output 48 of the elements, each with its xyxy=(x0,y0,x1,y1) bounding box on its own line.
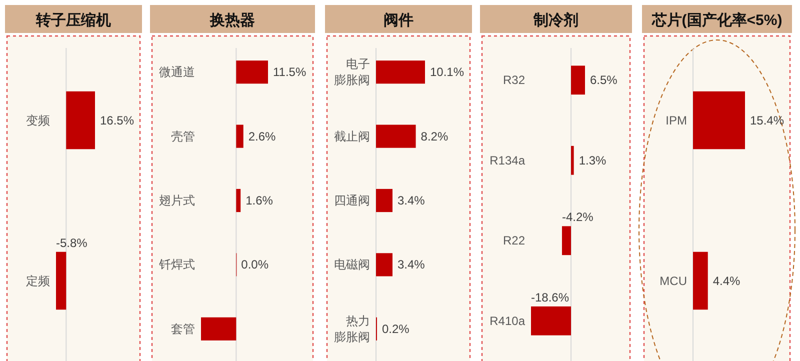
y-tick-label: R32 xyxy=(502,73,526,88)
y-tick-label: R22 xyxy=(502,234,526,248)
bar xyxy=(376,253,392,276)
y-tick-label: 热力膨胀阀 xyxy=(334,314,370,344)
y-tick-label: 壳管 xyxy=(171,129,195,144)
data-label: 8.2% xyxy=(420,129,448,144)
chart-title: 芯片(国产化率<5%) xyxy=(650,11,782,29)
bar xyxy=(376,60,425,84)
data-label: 6.5% xyxy=(590,73,618,88)
y-tick-label: 套管 xyxy=(171,322,195,336)
y-tick-label: MCU xyxy=(660,274,687,288)
y-tick-label: 翅片式 xyxy=(159,194,195,208)
chart-title: 阀件 xyxy=(384,12,414,29)
bar xyxy=(236,188,241,212)
data-label: 4.4% xyxy=(712,274,741,288)
data-label: 3.4% xyxy=(397,258,426,272)
y-tick-label: 变频 xyxy=(26,113,50,128)
bar xyxy=(376,188,392,212)
data-label: -5.8% xyxy=(56,236,88,250)
chart-title: 制冷剂 xyxy=(532,11,578,29)
y-tick-label: 电磁阀 xyxy=(334,258,370,272)
data-label: 0.0% xyxy=(241,258,269,272)
bar xyxy=(376,124,416,148)
bar xyxy=(236,124,244,148)
y-tick-label: 电子膨胀阀 xyxy=(334,57,370,88)
data-label: 11.5% xyxy=(273,65,306,80)
y-tick-label: R410a xyxy=(490,314,526,328)
data-label: 15.4% xyxy=(750,113,784,128)
y-tick-label: 四通阀 xyxy=(334,194,370,208)
data-label: 1.6% xyxy=(246,194,274,208)
y-tick-label: 截止阀 xyxy=(334,129,370,144)
data-label: 16.5% xyxy=(100,113,134,128)
y-tick-label: R134a xyxy=(490,153,526,168)
chart-title: 换热器 xyxy=(209,12,255,29)
data-label: -4.2% xyxy=(562,210,594,224)
y-tick-label: 钎焊式 xyxy=(158,258,195,272)
data-label: 2.6% xyxy=(248,129,276,144)
data-label: 3.4% xyxy=(397,194,426,208)
data-label: 10.1% xyxy=(430,65,464,80)
bar xyxy=(201,317,236,340)
y-tick-label: 微通道 xyxy=(159,65,195,80)
chart-title: 转子压缩机 xyxy=(35,12,111,29)
data-label: 0.2% xyxy=(382,322,410,336)
bar xyxy=(236,60,268,84)
y-tick-label: IPM xyxy=(666,113,687,128)
y-tick-label: 定频 xyxy=(26,274,50,288)
data-label: -18.6% xyxy=(531,290,570,304)
data-label: 1.3% xyxy=(578,153,606,168)
